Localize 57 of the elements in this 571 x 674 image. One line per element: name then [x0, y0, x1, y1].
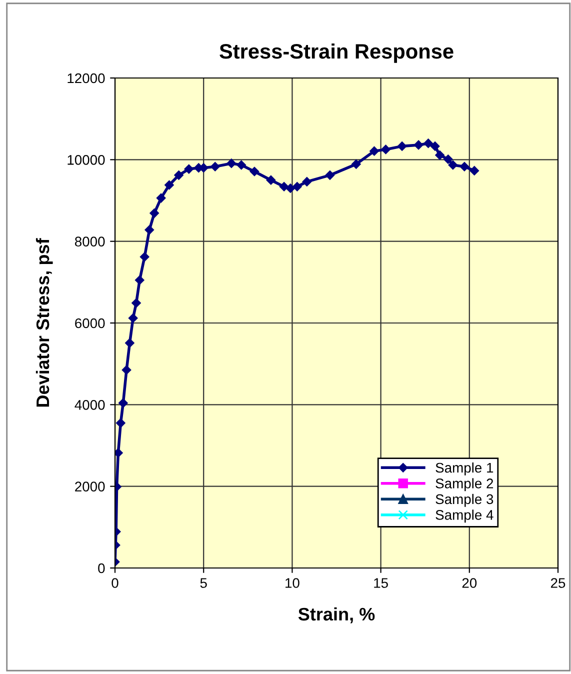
point — [236, 160, 246, 170]
point — [128, 313, 138, 323]
point — [460, 162, 470, 172]
point — [156, 193, 166, 203]
chart-title: Stress-Strain Response — [220, 43, 454, 63]
legend-label: Sample 4 — [436, 510, 494, 523]
legend-label: Sample 3 — [436, 494, 494, 507]
x-tick-label: 20 — [462, 578, 477, 588]
x-tick-label: 0 — [112, 578, 118, 588]
y-axis-title: Deviator Stress, psf — [36, 238, 53, 407]
point — [184, 164, 194, 174]
point — [424, 138, 433, 148]
y-tick-label: 2000 — [75, 482, 105, 492]
point — [470, 166, 479, 176]
point — [430, 142, 440, 151]
point — [370, 146, 379, 156]
x-tick-label: 15 — [374, 578, 388, 588]
point — [115, 448, 123, 458]
point — [122, 365, 132, 375]
y-tick-label: 12000 — [68, 73, 105, 84]
point — [226, 158, 236, 168]
point — [140, 252, 150, 262]
point — [302, 177, 312, 186]
point — [266, 175, 276, 185]
point — [144, 225, 154, 235]
point — [448, 160, 458, 170]
point — [292, 182, 302, 192]
x-tick-label: 10 — [286, 578, 300, 588]
point — [414, 140, 424, 150]
point — [118, 398, 128, 408]
point — [210, 162, 220, 172]
point — [397, 142, 407, 151]
point — [125, 338, 134, 348]
y-tick-label: 0 — [98, 563, 105, 574]
x-tick-label: 5 — [200, 578, 207, 588]
y-tick-label: 10000 — [68, 155, 105, 165]
legend-label: Sample 2 — [436, 478, 494, 492]
point — [250, 166, 260, 176]
y-tick-label: 6000 — [75, 318, 105, 328]
point — [116, 418, 126, 428]
point — [435, 150, 444, 160]
point — [174, 170, 184, 180]
point — [286, 184, 296, 193]
x-tick-label: 25 — [550, 578, 566, 588]
legend-label: Sample 1 — [436, 462, 494, 476]
point — [352, 160, 361, 169]
point — [132, 298, 141, 308]
point — [381, 144, 390, 154]
point — [164, 180, 174, 190]
point — [150, 208, 159, 218]
point — [444, 154, 453, 164]
y-tick-label: 8000 — [74, 236, 105, 247]
point — [279, 182, 289, 192]
y-tick-label: 4000 — [74, 400, 105, 410]
x-axis-title: Strain, % — [298, 607, 375, 624]
point — [135, 276, 144, 285]
point — [325, 170, 335, 180]
